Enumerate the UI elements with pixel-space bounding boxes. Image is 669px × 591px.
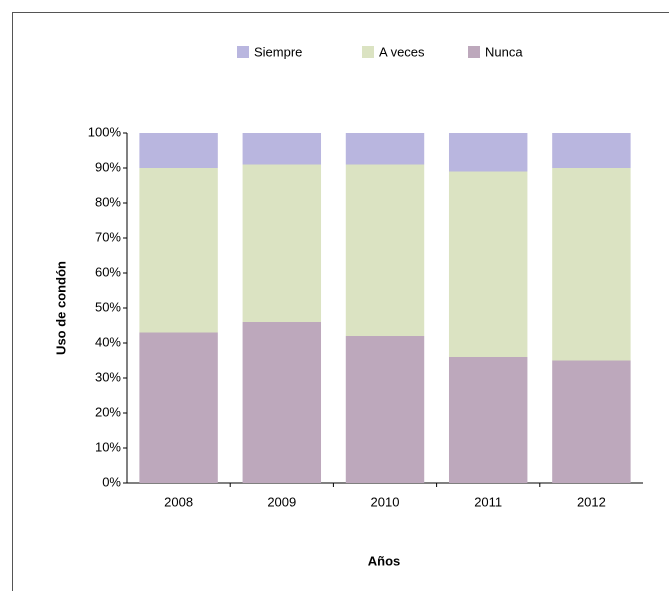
legend-swatch [362, 46, 374, 58]
x-axis-title: Años [368, 553, 401, 568]
x-tick-label: 2008 [164, 494, 193, 509]
y-tick-label: 80% [95, 194, 121, 209]
bar-segment [345, 133, 425, 165]
legend-swatch [468, 46, 480, 58]
y-tick-label: 10% [95, 439, 121, 454]
x-tick-label: 2009 [267, 494, 296, 509]
bar-segment [552, 133, 631, 168]
bar-segment [345, 336, 425, 483]
legend-label: A veces [379, 44, 425, 59]
bar-segment [552, 360, 631, 483]
x-tick-label: 2011 [474, 494, 502, 509]
y-tick-label: 30% [95, 369, 121, 384]
bar-segment [345, 164, 425, 336]
x-tick-label: 2012 [577, 494, 606, 509]
bar-segment [139, 133, 218, 168]
legend-swatch [237, 46, 249, 58]
y-tick-label: 0% [102, 474, 121, 489]
x-tick-label: 2010 [371, 494, 400, 509]
bar-segment [552, 168, 631, 361]
y-tick-label: 20% [95, 404, 121, 419]
bar-segment [448, 171, 528, 357]
y-tick-label: 40% [95, 334, 121, 349]
legend-label: Nunca [485, 44, 523, 59]
bar-segment [242, 164, 322, 322]
bar-segment [448, 133, 528, 172]
bar-segment [242, 322, 322, 483]
y-tick-label: 60% [95, 264, 121, 279]
legend-label: Siempre [254, 44, 302, 59]
bar-segment [242, 133, 322, 165]
bar-segment [448, 357, 528, 483]
y-tick-label: 50% [95, 299, 121, 314]
chart-frame [12, 12, 669, 591]
y-tick-label: 90% [95, 159, 121, 174]
bar-segment [139, 332, 218, 483]
bar-segment [139, 168, 218, 333]
y-tick-label: 70% [95, 229, 121, 244]
y-axis-title: Uso de condón [53, 261, 68, 355]
y-tick-label: 100% [88, 124, 122, 139]
